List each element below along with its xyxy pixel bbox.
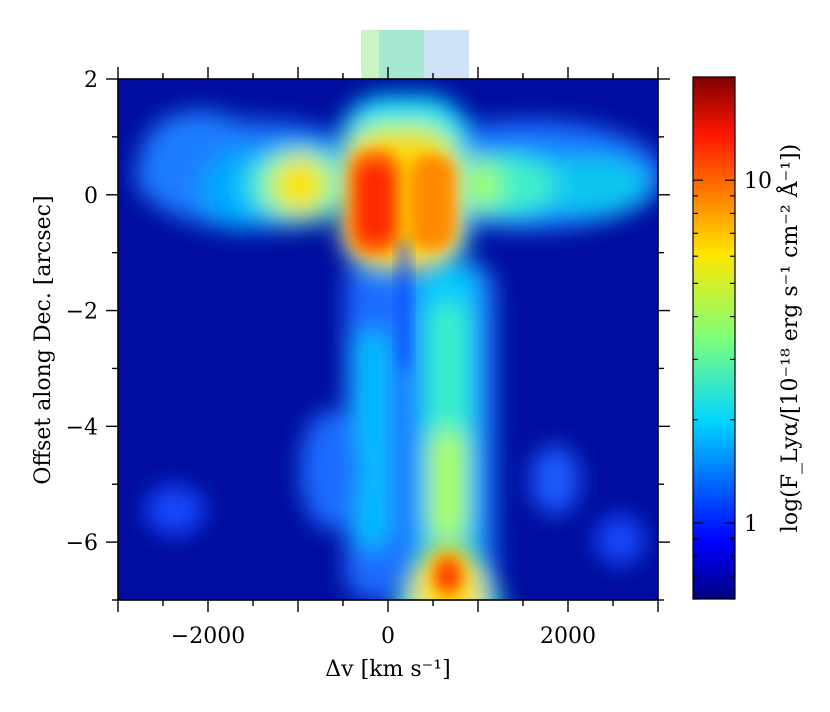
colorbar-tick-label: 10: [744, 169, 772, 194]
core-peaks: [350, 150, 463, 595]
colorbar: [692, 76, 736, 600]
colorbar-label: log(F_Lyα/[10⁻¹⁸ erg s⁻¹ cm⁻² Å⁻¹]): [775, 144, 803, 532]
colorbar-tick-label: 1: [744, 512, 758, 537]
velocity-band-1: [361, 30, 379, 79]
y-tick-label: 0: [84, 184, 98, 209]
x-axis-label: Δv [km s⁻¹]: [325, 657, 450, 682]
vertical-emission-tail: [145, 260, 645, 600]
x-tick-label: 0: [381, 624, 395, 649]
x-tick-label: 2000: [540, 624, 596, 649]
central-gap: [398, 240, 410, 370]
y-ticks: 2 0 −2 −4 −6: [66, 68, 670, 601]
velocity-band-2: [379, 30, 424, 79]
heatmap: [118, 79, 658, 600]
y-tick-label: −4: [66, 415, 98, 440]
y-tick-label: −2: [66, 300, 98, 325]
y-axis-label: Offset along Dec. [arcsec]: [31, 195, 56, 484]
y-tick-label: 2: [84, 68, 98, 93]
velocity-band-3: [424, 30, 469, 79]
y-tick-label: −6: [66, 531, 98, 556]
velocity-bands: [361, 30, 469, 79]
x-tick-label: −2000: [171, 624, 245, 649]
colorbar-ticks: 1 10: [693, 76, 772, 600]
x-ticks: −2000 0 2000: [117, 67, 659, 649]
